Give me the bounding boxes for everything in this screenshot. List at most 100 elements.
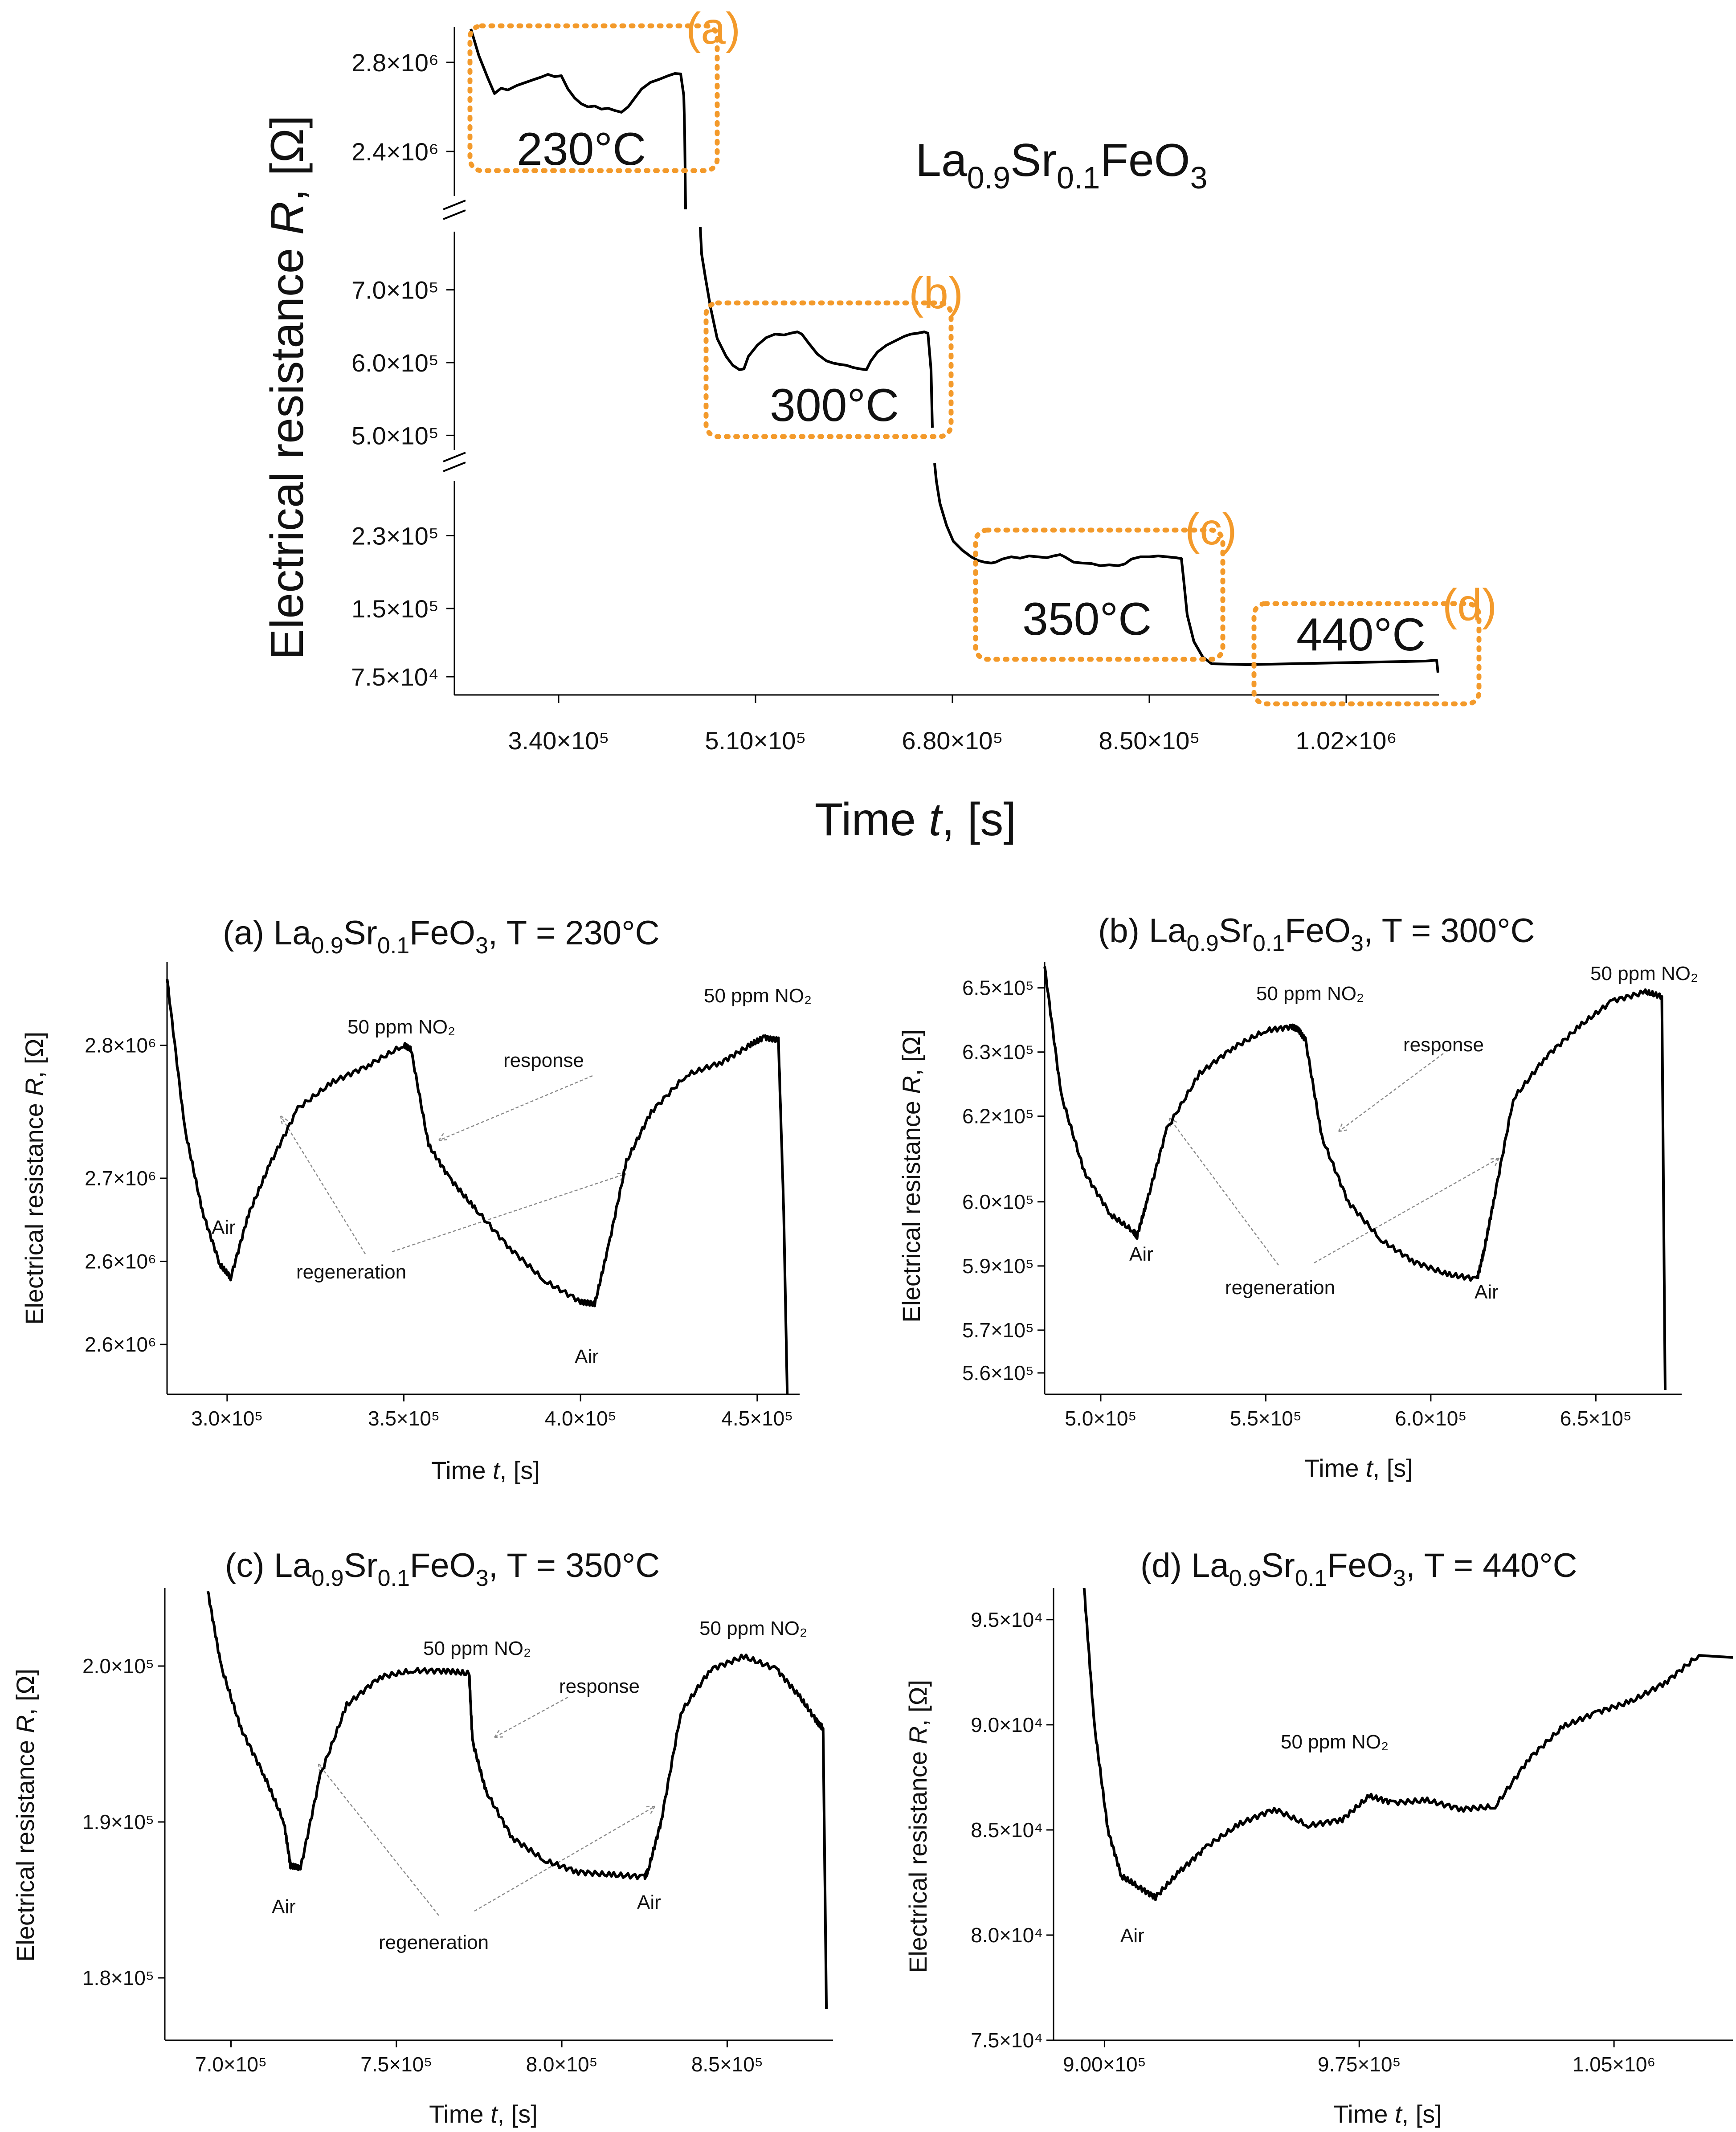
x-tick-label: 3.40×10⁵ (508, 727, 609, 755)
overview-y-axis-label: Electrical resistance R, [Ω] (261, 115, 313, 660)
y-tick-label: 8.0×10⁴ (971, 1924, 1043, 1947)
highlight-box-b (703, 300, 954, 439)
panel-b: (b) La0.9Sr0.1FeO3, T = 300°C Electrical… (897, 912, 1698, 1482)
regeneration-arrow (474, 1805, 656, 1912)
panel-c: (c) La0.9Sr0.1FeO3, T = 350°C Electrical… (11, 1547, 833, 2128)
annotation-no2: 50 ppm NO₂ (347, 1016, 455, 1038)
y-tick-label: 1.8×10⁵ (82, 1966, 154, 1989)
x-tick-label: 8.5×10⁵ (691, 2053, 763, 2076)
overview-y-axis (443, 27, 466, 695)
regeneration-arrow (280, 1115, 366, 1254)
annotation-response: response (503, 1050, 584, 1071)
y-tick-label: 2.3×10⁵ (351, 522, 439, 550)
annotation-air: Air (212, 1217, 236, 1238)
y-tick-label: 7.0×10⁵ (351, 276, 439, 304)
response-arrow (494, 1696, 568, 1738)
x-tick-label: 1.02×10⁶ (1295, 727, 1397, 755)
x-tick-label: 1.05×10⁶ (1573, 2053, 1656, 2076)
panel-c-x-axis-label: Time t, [s] (429, 2100, 538, 2128)
annotation-regeneration: regeneration (296, 1261, 406, 1283)
x-tick-label: 6.0×10⁵ (1395, 1407, 1466, 1430)
panel-a: (a) La0.9Sr0.1FeO3, T = 230°C Electrical… (20, 914, 812, 1484)
x-tick-label: 9.75×10⁵ (1318, 2053, 1401, 2076)
annotation-air: Air (272, 1896, 296, 1918)
annotation-air: Air (1120, 1925, 1144, 1947)
panel-a-y-axis-label: Electrical resistance R, [Ω] (20, 1032, 48, 1325)
x-tick-label: 3.0×10⁵ (191, 1407, 263, 1430)
panel-a-title: (a) La0.9Sr0.1FeO3, T = 230°C (223, 914, 659, 959)
region-temp-c: 350°C (1022, 593, 1152, 645)
panel-b-x-axis-label: Time t, [s] (1304, 1454, 1413, 1482)
y-tick-label: 8.5×10⁴ (971, 1818, 1043, 1842)
annotation-regeneration: regeneration (379, 1932, 489, 1953)
regeneration-arrow (318, 1763, 439, 1916)
y-tick-label: 2.8×10⁶ (351, 49, 439, 77)
trace-230C (470, 29, 687, 210)
overview-y-ticks: 2.4×10⁶ 2.8×10⁶ 5.0×10⁵ 6.0×10⁵ 7.0×10⁵ 7.5×1… (351, 49, 454, 691)
overview-trace (470, 29, 1439, 673)
annotation-regeneration: regeneration (1225, 1277, 1335, 1299)
highlight-box-d (1251, 601, 1482, 707)
y-tick-label: 6.5×10⁵ (962, 976, 1034, 1000)
panel-b-y-axis-label: Electrical resistance R, [Ω] (897, 1029, 925, 1323)
annotation-response: response (559, 1675, 640, 1697)
region-temp-d: 440°C (1296, 609, 1426, 661)
overview-chart: La0.9Sr0.1FeO3 Time t, [s] Electrical re… (261, 4, 1497, 845)
x-tick-label: 8.0×10⁵ (526, 2053, 598, 2076)
y-tick-label: 5.9×10⁵ (962, 1254, 1034, 1278)
overview-x-ticks: 3.40×10⁵ 5.10×10⁵ 6.80×10⁵ 8.50×10⁵ 1.02×10⁶ (508, 695, 1397, 755)
x-tick-label: 8.50×10⁵ (1099, 727, 1200, 755)
annotation-response: response (1403, 1034, 1484, 1056)
y-tick-label: 1.5×10⁵ (351, 595, 439, 623)
y-tick-label: 6.2×10⁵ (962, 1105, 1034, 1128)
x-tick-label: 4.0×10⁵ (545, 1407, 617, 1430)
annotation-air: Air (637, 1891, 661, 1913)
annotation-air: Air (1129, 1243, 1153, 1265)
y-tick-label: 1.9×10⁵ (82, 1810, 154, 1834)
panel-d-series-line (1082, 1588, 1733, 1901)
x-tick-label: 5.0×10⁵ (1065, 1407, 1136, 1430)
region-label-d: (d) (1442, 580, 1497, 630)
y-tick-label: 2.4×10⁶ (351, 138, 439, 166)
regeneration-arrow (1314, 1157, 1500, 1264)
x-tick-label: 9.00×10⁵ (1063, 2053, 1146, 2076)
highlight-box-c (973, 527, 1225, 662)
panel-d: (d) La0.9Sr0.1FeO3, T = 440°C Electrical… (904, 1547, 1733, 2128)
y-tick-label: 2.0×10⁵ (82, 1654, 154, 1678)
panel-d-x-axis-label: Time t, [s] (1333, 2100, 1442, 2128)
y-tick-label: 9.5×10⁴ (971, 1608, 1043, 1631)
x-tick-label: 4.5×10⁵ (721, 1407, 793, 1430)
y-tick-label: 6.0×10⁵ (962, 1190, 1034, 1213)
panel-d-annotations: 50 ppm NO₂ Air (1120, 1731, 1389, 1947)
overview-x-axis-label: Time t, [s] (815, 794, 1017, 845)
highlight-box-a (467, 23, 720, 173)
y-tick-label: 5.0×10⁵ (351, 421, 439, 449)
x-tick-label: 6.80×10⁵ (902, 727, 1003, 755)
overview-highlight-boxes (467, 23, 1482, 707)
panel-c-annotations: 50 ppm NO₂ 50 ppm NO₂ Air Air response r… (272, 1617, 807, 1953)
y-tick-label: 9.0×10⁴ (971, 1713, 1043, 1736)
annotation-no2: 50 ppm NO₂ (423, 1638, 531, 1659)
panel-c-series-line (206, 1591, 828, 2009)
panel-a-annotations: 50 ppm NO₂ 50 ppm NO₂ Air Air response r… (212, 985, 812, 1368)
panel-c-title: (c) La0.9Sr0.1FeO3, T = 350°C (225, 1547, 660, 1591)
annotation-no2: 50 ppm NO₂ (1256, 983, 1364, 1005)
region-label-c: (c) (1185, 504, 1237, 554)
region-temp-a: 230°C (517, 123, 646, 175)
panel-b-title: (b) La0.9Sr0.1FeO3, T = 300°C (1098, 912, 1535, 956)
y-tick-label: 5.7×10⁵ (962, 1319, 1034, 1342)
panel-a-x-axis-label: Time t, [s] (431, 1456, 540, 1484)
annotation-no2: 50 ppm NO₂ (1590, 963, 1698, 984)
region-temp-b: 300°C (770, 380, 899, 431)
y-tick-label: 6.0×10⁵ (351, 349, 439, 377)
panel-b-annotations: 50 ppm NO₂ 50 ppm NO₂ Air Air response r… (1129, 963, 1698, 1303)
y-tick-label: 5.6×10⁵ (962, 1361, 1034, 1385)
x-tick-label: 3.5×10⁵ (368, 1407, 440, 1430)
annotation-no2: 50 ppm NO₂ (704, 985, 812, 1007)
x-tick-label: 6.5×10⁵ (1560, 1407, 1632, 1430)
annotation-air: Air (1475, 1281, 1499, 1303)
x-tick-label: 7.5×10⁵ (360, 2053, 432, 2076)
y-tick-label: 7.5×10⁴ (971, 2029, 1043, 2052)
axis-break-mark (443, 200, 466, 220)
